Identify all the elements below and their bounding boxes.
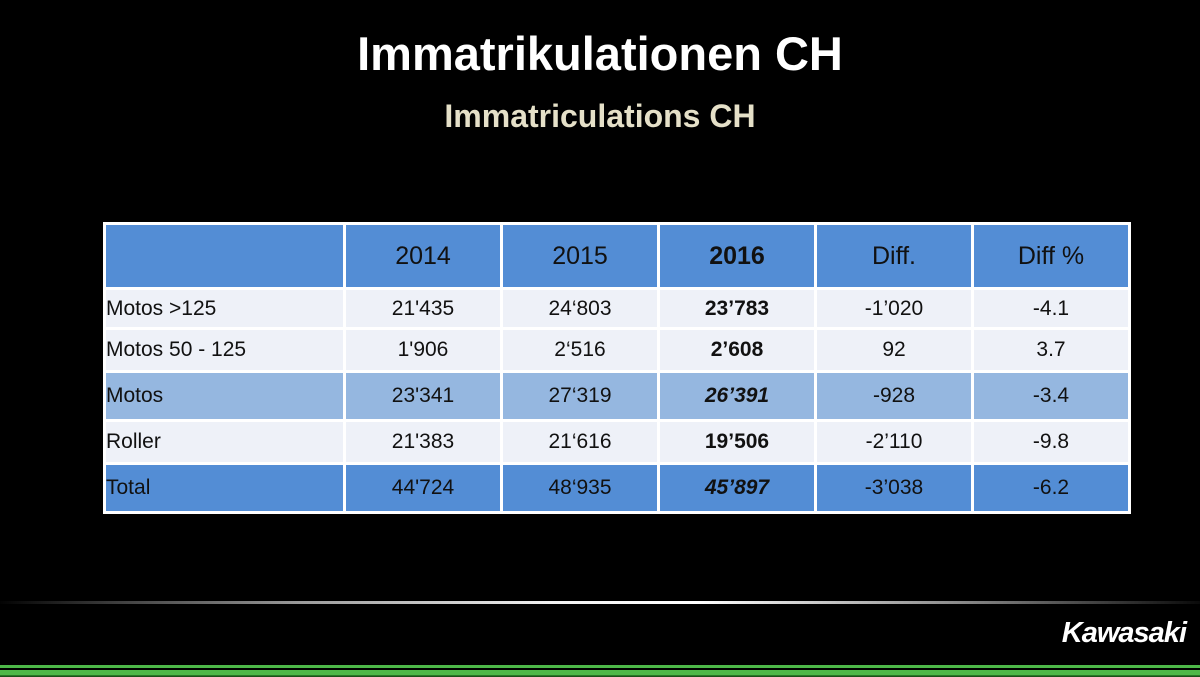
green-stripe-thick	[0, 670, 1200, 677]
value-diff: 92	[814, 327, 974, 373]
value-2015: 2‘516	[500, 327, 660, 373]
header-diff-percent: Diff %	[971, 222, 1131, 290]
slide-title: Immatrikulationen CH	[357, 27, 843, 80]
value-diff-percent: -3.4	[971, 370, 1131, 422]
header-2014: 2014	[343, 222, 503, 290]
registrations-table: 2014 2015 2016 Diff. Diff % Motos >125 2…	[103, 222, 1131, 514]
table-row-motos: Motos 23'341 27‘319 26’391 -928 -3.4	[103, 370, 1131, 422]
row-label: Roller	[103, 419, 346, 465]
value-diff-percent: -9.8	[971, 419, 1131, 465]
value-diff: -928	[814, 370, 974, 422]
value-2014: 23'341	[343, 370, 503, 422]
value-2016: 26’391	[657, 370, 817, 422]
row-label: Total	[103, 462, 346, 514]
value-2016: 23’783	[657, 287, 817, 330]
header-2015: 2015	[500, 222, 660, 290]
value-2016: 45’897	[657, 462, 817, 514]
value-2016: 19’506	[657, 419, 817, 465]
footer-divider-line	[0, 601, 1200, 604]
value-2015: 24‘803	[500, 287, 660, 330]
table-row-motos-over-125: Motos >125 21'435 24‘803 23’783 -1’020 -…	[103, 287, 1131, 330]
table-row-roller: Roller 21'383 21‘616 19’506 -2’110 -9.8	[103, 419, 1131, 465]
row-label: Motos 50 - 125	[103, 327, 346, 373]
row-label: Motos >125	[103, 287, 346, 330]
value-2015: 27‘319	[500, 370, 660, 422]
value-diff: -2’110	[814, 419, 974, 465]
registrations-table-container: 2014 2015 2016 Diff. Diff % Motos >125 2…	[103, 222, 1131, 514]
value-diff: -3’038	[814, 462, 974, 514]
table-row-total: Total 44'724 48‘935 45’897 -3’038 -6.2	[103, 462, 1131, 514]
value-2015: 48‘935	[500, 462, 660, 514]
kawasaki-logo: Kawasaki	[1061, 617, 1187, 649]
table-header-row: 2014 2015 2016 Diff. Diff %	[103, 222, 1131, 290]
value-2014: 1'906	[343, 327, 503, 373]
row-label: Motos	[103, 370, 346, 422]
value-2015: 21‘616	[500, 419, 660, 465]
header-2016: 2016	[657, 222, 817, 290]
value-2014: 44'724	[343, 462, 503, 514]
value-diff-percent: 3.7	[971, 327, 1131, 373]
value-diff-percent: -4.1	[971, 287, 1131, 330]
value-diff-percent: -6.2	[971, 462, 1131, 514]
value-2014: 21'383	[343, 419, 503, 465]
value-2016: 2’608	[657, 327, 817, 373]
slide-subtitle: Immatriculations CH	[444, 98, 756, 134]
table-row-motos-50-125: Motos 50 - 125 1'906 2‘516 2’608 92 3.7	[103, 327, 1131, 373]
header-empty-cell	[103, 222, 346, 290]
value-2014: 21'435	[343, 287, 503, 330]
value-diff: -1’020	[814, 287, 974, 330]
header-diff: Diff.	[814, 222, 974, 290]
green-stripe-thin	[0, 665, 1200, 668]
